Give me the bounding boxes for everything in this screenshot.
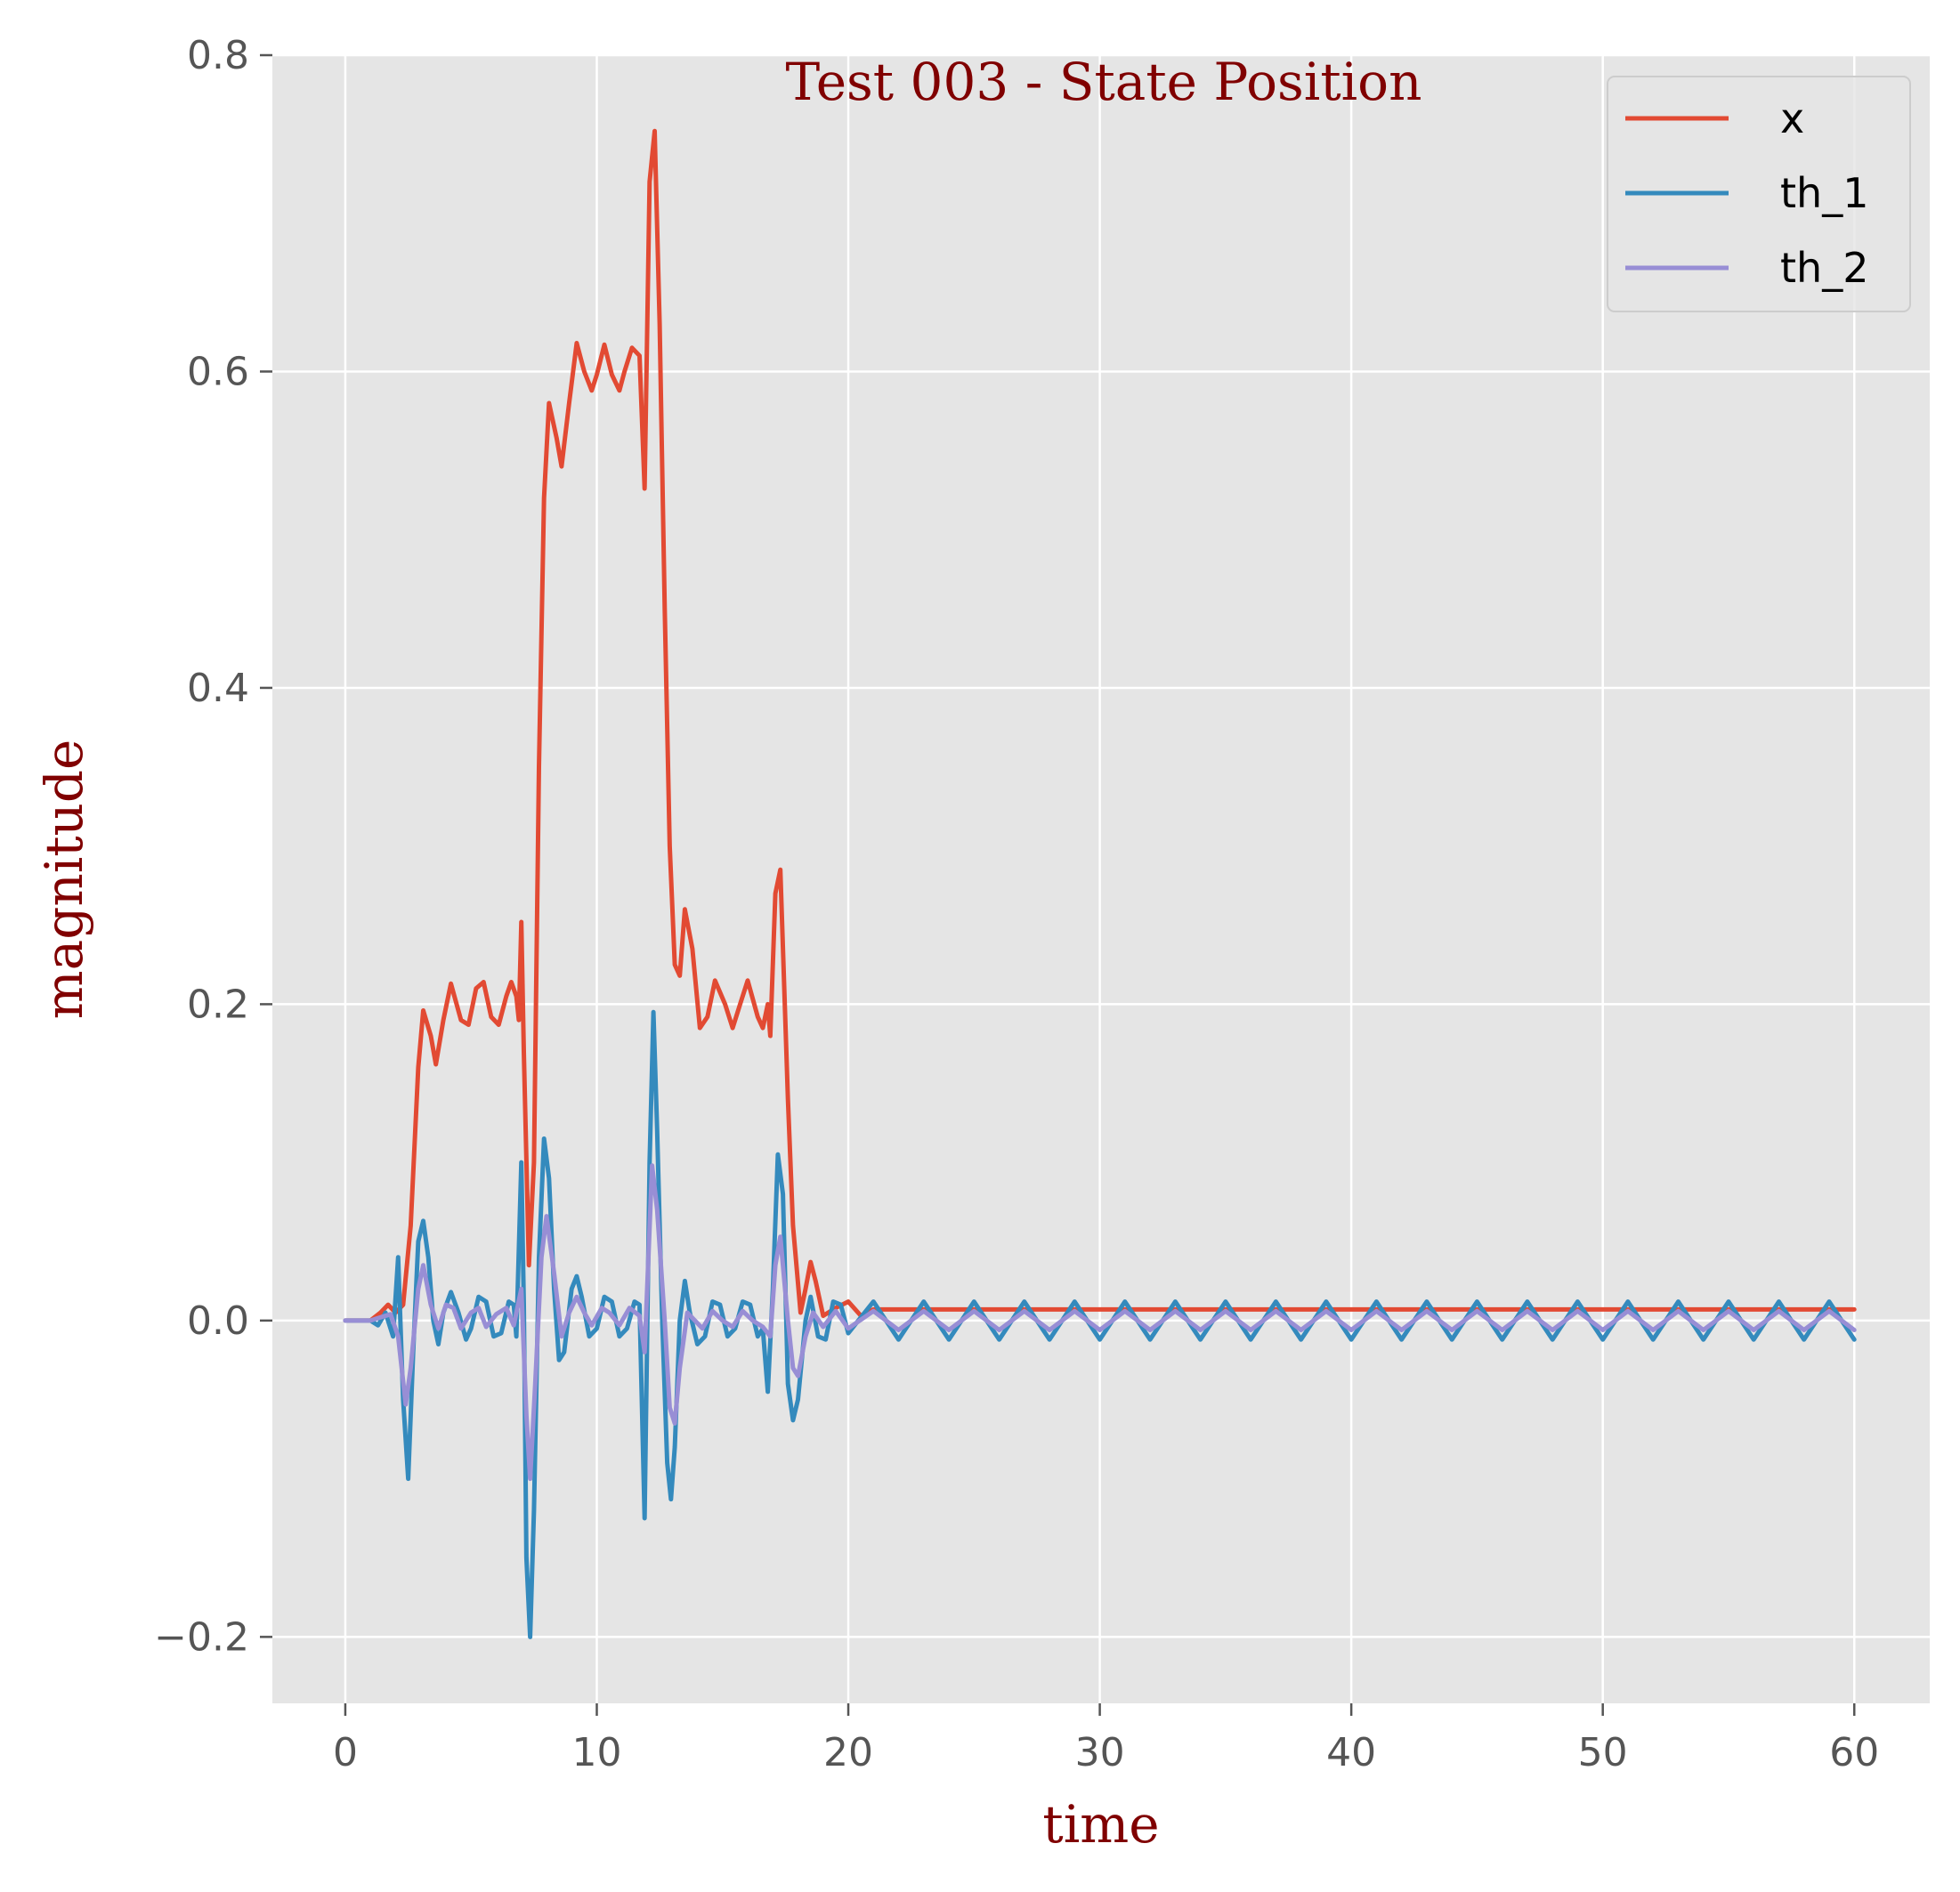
x-tick-label: 10 [571, 1730, 621, 1775]
axis-ticks: 0 10 20 30 40 50 60 −0.2 0.0 0.2 0.4 0.6 0.8 [154, 33, 1879, 1775]
plot-area-background [272, 55, 1930, 1703]
legend-box [1607, 76, 1911, 312]
y-tick-label: 0.8 [187, 33, 249, 78]
series-line-th-1 [343, 1009, 1857, 1639]
legend: x th_1 th_2 [1607, 76, 1911, 312]
chart-title: Test 003 - State Position [786, 52, 1422, 112]
x-tick-label: 20 [823, 1730, 873, 1775]
legend-label-x: x [1780, 94, 1804, 142]
x-tick-label: 50 [1578, 1730, 1628, 1775]
y-tick-label: 0.2 [187, 982, 249, 1027]
x-tick-label: 40 [1326, 1730, 1376, 1775]
x-tick-label: 0 [333, 1730, 358, 1775]
y-tick-label: 0.4 [187, 666, 249, 711]
y-tick-label: 0.6 [187, 349, 249, 394]
series-line-th-2 [343, 1163, 1857, 1482]
legend-label-th-2: th_2 [1780, 244, 1868, 292]
x-axis-label: time [1042, 1794, 1159, 1855]
series-line-x [343, 128, 1857, 1323]
y-tick-label: −0.2 [154, 1614, 249, 1660]
grid-lines [272, 53, 1930, 1703]
legend-label-th-1: th_1 [1780, 169, 1868, 217]
y-tick-label: 0.0 [187, 1298, 249, 1344]
x-tick-label: 60 [1829, 1730, 1879, 1775]
y-axis-label: magnitude [34, 740, 94, 1020]
x-tick-label: 30 [1075, 1730, 1125, 1775]
series-lines [343, 128, 1857, 1639]
